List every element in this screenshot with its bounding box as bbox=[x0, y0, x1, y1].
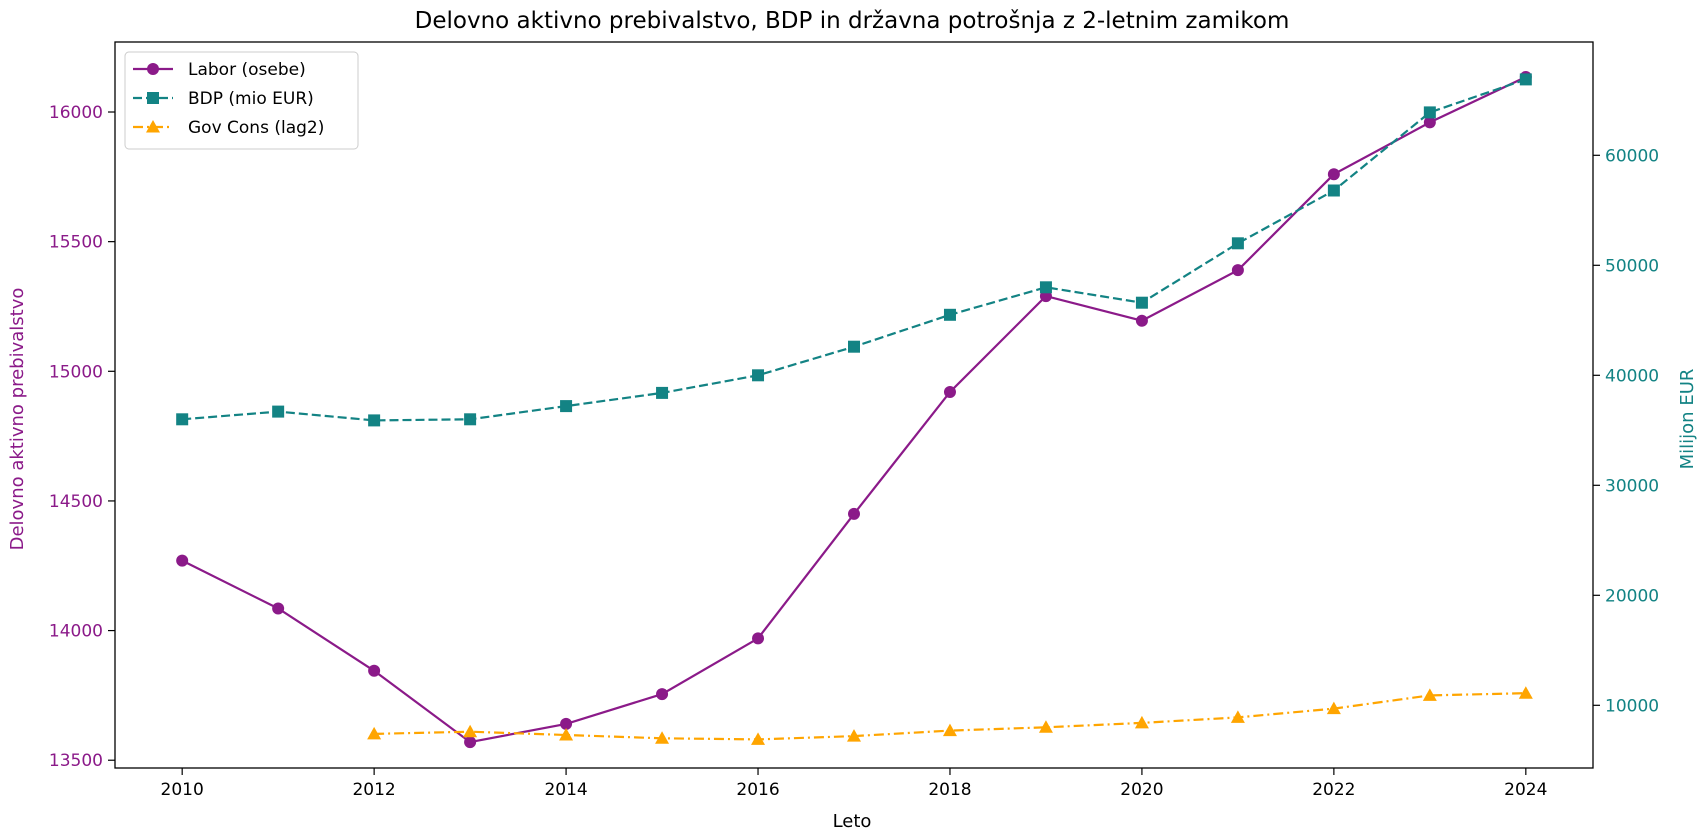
point-labor-osebe-2017 bbox=[848, 507, 860, 520]
legend: Labor (osebe) BDP (mio EUR) Gov Cons (lag2… bbox=[124, 51, 359, 150]
y-axis-right-label: Milijon EUR bbox=[1677, 369, 1698, 470]
point-bdp-mio-eur-2016 bbox=[752, 369, 765, 382]
x-tick-label-2022: 2022 bbox=[1312, 780, 1355, 800]
legend-marker-bdp-mio-eur bbox=[147, 92, 159, 104]
y-axis-left-label: Delovno aktivno prebivalstvo bbox=[7, 288, 28, 551]
point-gov-cons-lag2-2015 bbox=[655, 731, 670, 744]
point-labor-osebe-2012 bbox=[368, 664, 381, 677]
point-bdp-mio-eur-2011 bbox=[272, 405, 285, 418]
point-labor-osebe-2022 bbox=[1327, 168, 1340, 181]
legend-marker-labor-osebe bbox=[147, 63, 159, 75]
y-right-tick-label-60000: 60000 bbox=[1605, 146, 1659, 166]
point-labor-osebe-2021 bbox=[1231, 264, 1244, 277]
y-left-tick-label-15000: 15000 bbox=[49, 362, 103, 382]
point-bdp-mio-eur-2015 bbox=[656, 386, 669, 399]
point-labor-osebe-2016 bbox=[752, 632, 765, 645]
point-labor-osebe-2011 bbox=[272, 602, 285, 615]
point-bdp-mio-eur-2019 bbox=[1039, 281, 1052, 294]
point-gov-cons-lag2-2020 bbox=[1134, 715, 1149, 729]
point-gov-cons-lag2-2016 bbox=[751, 732, 766, 745]
point-bdp-mio-eur-2024 bbox=[1519, 73, 1532, 86]
y-right-tick-label-10000: 10000 bbox=[1605, 696, 1659, 716]
point-bdp-mio-eur-2020 bbox=[1135, 296, 1148, 309]
point-gov-cons-lag2-2014 bbox=[559, 728, 574, 741]
point-labor-osebe-2013 bbox=[464, 736, 477, 749]
x-tick-label-2024: 2024 bbox=[1504, 780, 1547, 800]
y-left-tick-label-14500: 14500 bbox=[49, 492, 103, 512]
x-axis-label: Leto bbox=[833, 811, 872, 832]
y-left-tick-label-14000: 14000 bbox=[49, 622, 103, 642]
point-labor-osebe-2023 bbox=[1423, 116, 1436, 129]
point-gov-cons-lag2-2019 bbox=[1038, 720, 1053, 733]
x-tick-label-2020: 2020 bbox=[1120, 780, 1163, 800]
y-left-tick-label-15500: 15500 bbox=[49, 233, 103, 253]
point-gov-cons-lag2-2018 bbox=[942, 723, 957, 737]
point-gov-cons-lag2-2022 bbox=[1326, 701, 1341, 715]
point-bdp-mio-eur-2010 bbox=[176, 413, 189, 426]
y-right-tick-label-30000: 30000 bbox=[1605, 476, 1659, 496]
y-right-tick-label-40000: 40000 bbox=[1605, 366, 1659, 386]
x-tick-label-2018: 2018 bbox=[928, 780, 971, 800]
y-left-tick-label-13500: 13500 bbox=[49, 751, 103, 771]
x-tick-label-2010: 2010 bbox=[161, 780, 204, 800]
point-bdp-mio-eur-2017 bbox=[848, 340, 860, 353]
point-bdp-mio-eur-2023 bbox=[1423, 106, 1436, 119]
x-tick-label-2014: 2014 bbox=[544, 780, 587, 800]
point-bdp-mio-eur-2012 bbox=[368, 414, 381, 427]
point-labor-osebe-2010 bbox=[176, 554, 189, 567]
legend-label-labor-osebe: Labor (osebe) bbox=[188, 60, 306, 80]
series-line-bdp-mio-eur bbox=[182, 78, 1527, 422]
point-labor-osebe-2018 bbox=[943, 386, 956, 399]
point-gov-cons-lag2-2017 bbox=[847, 729, 861, 742]
point-gov-cons-lag2-2023 bbox=[1422, 688, 1437, 701]
y-right-tick-label-20000: 20000 bbox=[1605, 586, 1659, 606]
point-bdp-mio-eur-2018 bbox=[943, 308, 956, 321]
y-left-tick-label-16000: 16000 bbox=[49, 103, 103, 123]
point-gov-cons-lag2-2021 bbox=[1230, 710, 1245, 723]
chart-title: Delovno aktivno prebivalstvo, BDP in drž… bbox=[415, 8, 1290, 34]
point-bdp-mio-eur-2021 bbox=[1231, 237, 1244, 250]
y-right-tick-label-50000: 50000 bbox=[1605, 256, 1659, 276]
legend-label-gov-cons-lag2: Gov Cons (lag2) bbox=[188, 118, 324, 138]
plot-area: 2010 2012 2014 2016 2018 2020 2022 2024 13500 140… bbox=[49, 41, 1659, 800]
point-labor-osebe-2020 bbox=[1135, 314, 1148, 327]
point-labor-osebe-2014 bbox=[560, 717, 573, 730]
legend-marker-gov-cons-lag2 bbox=[146, 120, 160, 133]
point-bdp-mio-eur-2013 bbox=[464, 413, 477, 426]
point-gov-cons-lag2-2013 bbox=[463, 724, 478, 738]
plot-frame bbox=[114, 41, 1594, 769]
point-bdp-mio-eur-2022 bbox=[1327, 184, 1340, 197]
legend-box bbox=[124, 51, 359, 150]
legend-label-bdp-mio-eur: BDP (mio EUR) bbox=[188, 89, 314, 109]
point-gov-cons-lag2-2012 bbox=[367, 726, 382, 740]
x-tick-label-2016: 2016 bbox=[736, 780, 779, 800]
series-line-labor-osebe bbox=[181, 76, 1527, 744]
point-bdp-mio-eur-2014 bbox=[560, 400, 573, 413]
point-labor-osebe-2015 bbox=[656, 688, 669, 701]
x-tick-label-2012: 2012 bbox=[352, 780, 395, 800]
point-gov-cons-lag2-2024 bbox=[1518, 686, 1533, 699]
